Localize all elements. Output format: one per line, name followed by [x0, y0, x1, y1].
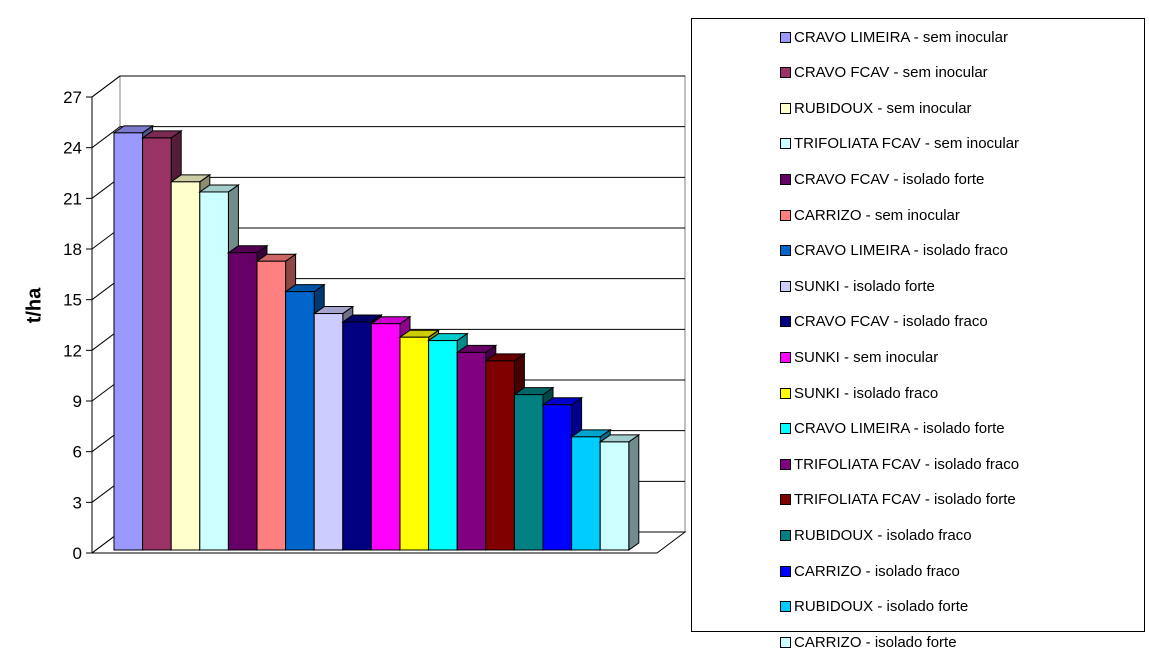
bar-chart: 0 3 6 9 12 15 18 21 24 27: [63, 75, 687, 563]
legend-swatch: [780, 494, 791, 506]
legend-item: TRIFOLIATA FCAV - isolado fraco: [780, 454, 1019, 474]
y-tick-label: 21: [63, 189, 82, 208]
chart-bars: [112, 124, 641, 551]
y-tick-label: 12: [63, 341, 82, 360]
legend-item: CRAVO FCAV - isolado fraco: [780, 312, 988, 332]
legend-swatch: [780, 245, 791, 257]
y-tick-labels: 0 3 6 9 12 15 18 21 24 27: [63, 88, 82, 563]
bar-front: [170, 181, 201, 551]
y-tick-label: 15: [63, 291, 82, 310]
bar-front: [399, 336, 430, 551]
legend-item: SUNKI - isolado fraco: [780, 383, 938, 403]
legend-item: CRAVO FCAV - sem inocular: [780, 63, 988, 83]
y-tick-label: 9: [73, 392, 82, 411]
bar-front: [599, 441, 630, 551]
bar-front: [485, 360, 515, 551]
legend-swatch: [780, 423, 791, 435]
bar: [198, 183, 240, 551]
y-axis-top-edge: [91, 75, 121, 98]
legend-label: SUNKI - isolado forte: [794, 277, 935, 295]
legend-swatch: [780, 31, 791, 43]
legend-swatch: [780, 458, 791, 470]
legend-item: CRAVO LIMEIRA - isolado fraco: [780, 241, 1008, 261]
bar-front: [428, 340, 458, 551]
side-wall-line: [91, 126, 121, 149]
bar-front: [342, 321, 372, 551]
legend-item: TRIFOLIATA FCAV - sem inocular: [780, 134, 1019, 154]
chart-legend: CRAVO LIMEIRA - sem inocular CRAVO FCAV -…: [691, 18, 1145, 651]
y-axis-label-text: t/ha: [23, 287, 46, 323]
y-tick-label: 0: [73, 544, 82, 563]
chart-axes: [86, 75, 657, 554]
legend-label: CARRIZO - isolado fraco: [794, 562, 960, 580]
legend-item: SUNKI - isolado forte: [780, 276, 935, 296]
legend-swatch: [780, 529, 791, 541]
legend-item: CARRIZO - isolado forte: [780, 632, 957, 652]
bar-front: [285, 291, 315, 551]
legend-label: SUNKI - isolado fraco: [794, 384, 939, 402]
legend-swatch: [780, 601, 791, 613]
legend-item: SUNKI - sem inocular: [780, 347, 938, 367]
bar: [598, 433, 641, 551]
bar-front: [313, 313, 344, 551]
y-tick-label: 27: [63, 88, 82, 107]
y-tick-label: 3: [73, 493, 82, 512]
bar-front: [542, 404, 573, 551]
legend-swatch: [780, 351, 791, 363]
legend-swatch: [780, 173, 791, 185]
y-tick-label: 18: [63, 240, 82, 259]
legend-label: CRAVO LIMEIRA - isolado forte: [794, 420, 1005, 438]
legend-swatch: [780, 138, 791, 150]
y-tick-label: 24: [63, 139, 82, 158]
bar-front: [113, 132, 144, 551]
bar-front: [513, 394, 544, 551]
bar-front: [456, 351, 487, 551]
legend-swatch: [780, 316, 791, 328]
legend-item: TRIFOLIATA FCAV - isolado forte: [780, 490, 1016, 510]
legend-item: RUBIDOUX - sem inocular: [780, 98, 972, 118]
legend-label: CRAVO FCAV - isolado fraco: [794, 313, 988, 331]
legend-item: CARRIZO - sem inocular: [780, 205, 960, 225]
bar-front: [142, 137, 172, 551]
legend-item: RUBIDOUX - isolado forte: [780, 597, 968, 617]
legend-swatch: [780, 67, 791, 79]
legend-swatch: [780, 209, 791, 221]
legend-label: TRIFOLIATA FCAV - sem inocular: [794, 135, 1020, 153]
legend-item: CARRIZO - isolado fraco: [780, 561, 960, 581]
legend-label: RUBIDOUX - sem inocular: [794, 99, 972, 117]
legend-label: CRAVO FCAV - isolado forte: [794, 170, 985, 188]
legend-swatch: [780, 565, 791, 577]
legend-item: CRAVO FCAV - isolado forte: [780, 169, 984, 189]
legend-swatch: [780, 102, 791, 114]
legend-label: RUBIDOUX - isolado forte: [794, 598, 969, 616]
legend-swatch: [780, 387, 791, 399]
legend-label: SUNKI - sem inocular: [794, 348, 939, 366]
legend-label: TRIFOLIATA FCAV - isolado fraco: [794, 455, 1020, 473]
legend-label: TRIFOLIATA FCAV - isolado forte: [794, 491, 1016, 509]
legend-item: CRAVO LIMEIRA - isolado forte: [780, 419, 1005, 439]
legend-swatch: [780, 636, 791, 648]
legend-label: CRAVO FCAV - sem inocular: [794, 64, 988, 82]
legend-swatch: [780, 280, 791, 292]
legend-item: RUBIDOUX - isolado fraco: [780, 525, 972, 545]
legend-label: RUBIDOUX - isolado fraco: [794, 526, 972, 544]
bar-front: [370, 323, 401, 551]
legend-label: CARRIZO - sem inocular: [794, 206, 960, 224]
y-axis-label: t/ha: [5, 245, 65, 365]
bar-front: [199, 191, 229, 551]
bar-front: [571, 436, 601, 551]
legend-item: CRAVO LIMEIRA - sem inocular: [780, 27, 1008, 47]
bar-front: [256, 260, 287, 551]
bar-side: [628, 433, 640, 551]
bar-front: [227, 252, 258, 551]
legend-label: CRAVO LIMEIRA - sem inocular: [794, 28, 1008, 46]
y-tick-label: 6: [73, 443, 82, 462]
legend-label: CRAVO LIMEIRA - isolado fraco: [794, 242, 1008, 260]
legend-label: CARRIZO - isolado forte: [794, 633, 957, 651]
